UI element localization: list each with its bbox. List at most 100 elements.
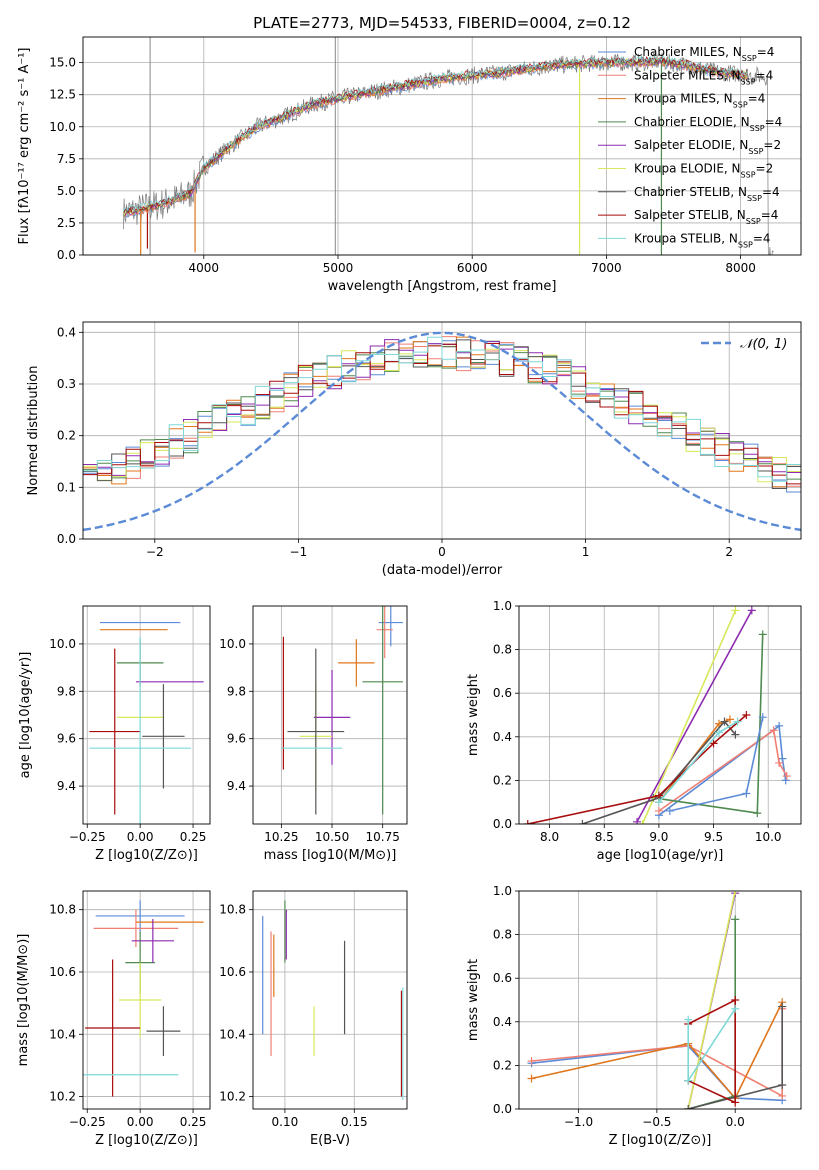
weight-marker [527,1057,536,1066]
legend-sub: SSP [750,123,765,132]
tick-label-y: 0.2 [493,773,512,787]
legend-sub: SSP [741,170,756,179]
tick-label-x: 0 [438,545,446,559]
axes-frame [252,890,408,1110]
mass-vs-Z-panel: −0.25 0.00 0.25 10.2 10.4 10.6 10.8 Z [log10(Z/… [16,890,211,1148]
tick-label-x: 9.0 [649,830,668,844]
tick-label-y: 1.0 [493,599,512,613]
weight-marker [731,1004,740,1013]
weight-marker [731,606,740,615]
weight-marker [731,915,740,924]
tick-label-x: 0.25 [180,1115,207,1129]
tick-label-x: −2 [146,545,164,559]
tick-label-y: 10.2 [219,1090,246,1104]
legend-sub: SSP [733,100,748,109]
tick-label-x: 0.25 [180,830,207,844]
tick-label-y: 10.0 [219,637,246,651]
weight-line-7 [687,998,736,1104]
x-axis-label: Z [log10(Z/Z⊙)] [609,1133,712,1148]
axes-frame [82,321,802,540]
weight-marker [731,730,740,739]
y-axis-label: mass weight [466,959,481,1041]
tick-label-y: 9.4 [227,779,246,793]
weight-marker [633,817,642,824]
y-axis-label: mass [log10(M/M⊙)] [16,934,31,1067]
tick-label-y: 9.8 [57,684,76,698]
weight-marker [638,820,647,824]
tick-label-y: 7.5 [57,152,76,166]
tick-label-y: 10.2 [49,1090,76,1104]
weight-line-4 [636,610,753,823]
tick-label-y: 0.2 [493,1058,512,1072]
weight-line-5 [687,891,736,1109]
legend-nssp: =2 [763,138,781,152]
figure-title: PLATE=2773, MJD=54533, FIBERID=0004, z=0… [253,14,631,32]
legend-label: Kroupa STELIB, NSSP=4 [634,231,771,249]
tick-label-x: 8000 [725,261,756,275]
tick-label-x: 0.00 [127,830,154,844]
tick-label-x: 2 [725,545,733,559]
tick-label-y: 10.0 [49,637,76,651]
weight-marker [720,717,729,726]
massweight-vs-age-panel: 8.0 8.5 9.0 9.5 10.0 0.0 0.2 0.4 0.6 0.8 1.0 age [l… [466,599,802,863]
tick-label-x: −0.5 [642,1115,671,1129]
age-vs-Z-panel: −0.25 0.00 0.25 9.4 9.6 9.8 10.0 Z [log10(Z/Z⊙)… [18,605,211,863]
legend-label: Salpeter MILES, NSSP=4 [634,68,773,86]
weight-line-6 [582,720,737,824]
legend-label: Chabrier MILES, NSSP=4 [634,45,774,63]
tick-label-y: 10.4 [49,1027,76,1041]
y-axis-label: Normed distribution [26,366,41,496]
x-axis-label: (data-model)/error [382,563,503,578]
legend-nssp: =4 [761,208,779,222]
spectrum-panel: 4000 5000 6000 7000 8000 0.0 2.5 5.0 7.5 10.0 12.5… [17,36,802,294]
tick-label-y: 10.8 [219,903,246,917]
legend-nssp: =4 [748,92,766,106]
tick-label-y: 0.0 [57,248,76,262]
tick-label-y: 0.8 [493,928,512,942]
tick-label-x: 0.0 [726,1115,745,1129]
tick-label-y: 9.4 [57,779,76,793]
tick-label-x: 0.15 [341,1115,368,1129]
weight-marker [654,806,663,815]
legend-label: Kroupa ELODIE, NSSP=2 [634,162,773,180]
tick-label-y: 0.0 [493,1102,512,1116]
weight-marker [769,726,778,735]
legend-sub: SSP [747,193,762,202]
legend-sub: SSP [748,147,763,156]
legend-sub: SSP [746,217,761,226]
weight-marker [733,717,742,726]
tick-label-x: −0.25 [69,1115,106,1129]
weight-marker [709,739,718,748]
weight-marker [684,1105,693,1109]
axes-frame [518,605,802,825]
tick-label-x: 6000 [457,261,488,275]
weight-marker [781,776,790,785]
weight-lines [523,606,791,824]
weight-marker [782,772,791,781]
tick-label-y: 10.6 [49,965,76,979]
y-axis-label: mass weight [466,674,481,756]
residual-histogram-panel: −2 −1 0 1 2 0.0 0.1 0.2 0.3 0.4 (data-model)/error… [26,321,802,578]
tick-label-x: 8.0 [540,830,559,844]
weight-marker [778,1002,787,1011]
weight-marker [731,891,740,895]
weight-marker [527,1074,536,1083]
tick-label-x: −0.25 [69,830,106,844]
tick-label-y: 2.5 [57,216,76,230]
model-spectrum-8 [122,54,748,213]
weight-line-2 [531,1001,783,1100]
tick-label-x: −1.0 [564,1115,593,1129]
tick-label-x: 1 [582,545,590,559]
tick-label-y: 0.4 [493,1015,512,1029]
weight-marker [715,728,724,737]
x-axis-label: wavelength [Angstrom, rest frame] [328,279,557,294]
data-spectrum [122,51,774,255]
histogram-series-8 [83,336,801,482]
tick-label-y: 0.4 [57,325,76,339]
legend-label: Salpeter STELIB, NSSP=4 [634,208,778,226]
weight-marker [778,1081,787,1090]
weight-marker [758,630,767,639]
weight-marker [731,1098,740,1107]
weight-marker [742,711,751,719]
